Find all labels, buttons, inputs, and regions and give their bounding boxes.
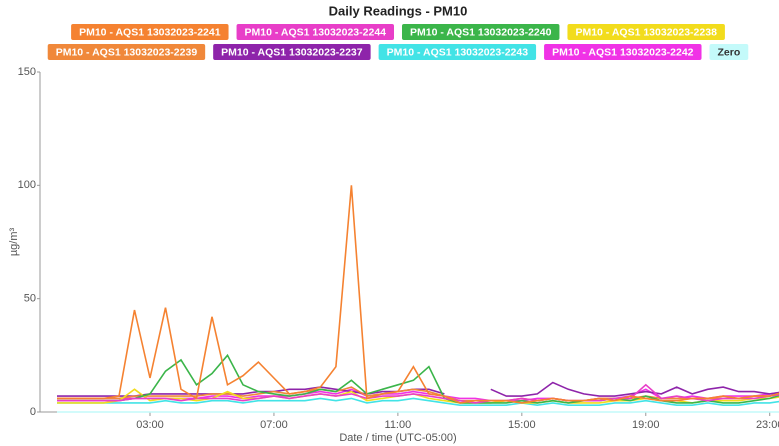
series-line — [57, 383, 779, 404]
legend-swatch — [567, 24, 725, 40]
legend-label: PM10 - AQS1 13032023-2237 — [221, 46, 363, 58]
legend-item: PM10 - AQS1 13032023-2240 — [402, 24, 560, 40]
legend-swatch — [378, 44, 537, 60]
legend-item: PM10 - AQS1 13032023-2244 — [236, 24, 394, 40]
series-line — [57, 397, 779, 407]
legend-swatch — [213, 44, 371, 60]
legend-label: PM10 - AQS1 13032023-2240 — [410, 26, 552, 38]
legend-label: PM10 - AQS1 13032023-2239 — [56, 46, 198, 58]
series-line — [57, 185, 779, 404]
y-tick-label: 100 — [18, 179, 36, 191]
legend-label: PM10 - AQS1 13032023-2242 — [552, 46, 694, 58]
legend-label: PM10 - AQS1 13032023-2243 — [387, 46, 529, 58]
x-tick-label: 07:00 — [260, 419, 288, 431]
legend-label: Zero — [718, 46, 741, 58]
x-tick-label: 03:00 — [136, 419, 164, 431]
legend-item: PM10 - AQS1 13032023-2242 — [544, 44, 702, 60]
legend-item: PM10 - AQS1 13032023-2238 — [567, 24, 725, 40]
plot-area — [57, 185, 779, 413]
legend-label: PM10 - AQS1 13032023-2244 — [245, 26, 387, 38]
x-tick-label: 11:00 — [385, 419, 412, 431]
x-tick-label: 15:00 — [508, 419, 536, 431]
y-tick-label: 150 — [18, 66, 36, 78]
legend-item: PM10 - AQS1 13032023-2241 — [71, 24, 229, 40]
y-axis-label: µg/m³ — [8, 227, 20, 256]
legend-swatch — [47, 44, 206, 60]
legend-swatch — [544, 44, 702, 60]
x-axis-label: Date / time (UTC-05:00) — [339, 432, 456, 444]
x-tick-label: 19:00 — [632, 419, 660, 431]
legend-item: Zero — [709, 44, 749, 60]
legend-swatch — [402, 24, 560, 40]
y-tick-label: 50 — [24, 293, 36, 305]
legend-item: PM10 - AQS1 13032023-2243 — [378, 44, 537, 60]
legend-label: PM10 - AQS1 13032023-2238 — [575, 26, 717, 38]
legend-swatch — [709, 44, 749, 60]
legend-item: PM10 - AQS1 13032023-2237 — [213, 44, 371, 60]
x-tick-label: 23:00 — [756, 419, 779, 431]
legend-swatch — [71, 24, 229, 40]
legend-item: PM10 - AQS1 13032023-2239 — [47, 44, 206, 60]
series-line — [57, 381, 779, 397]
legend-label: PM10 - AQS1 13032023-2241 — [79, 26, 221, 38]
y-tick-label: 0 — [30, 406, 36, 418]
chart-title: Daily Readings - PM10 — [329, 3, 468, 18]
legend-swatch — [236, 24, 394, 40]
